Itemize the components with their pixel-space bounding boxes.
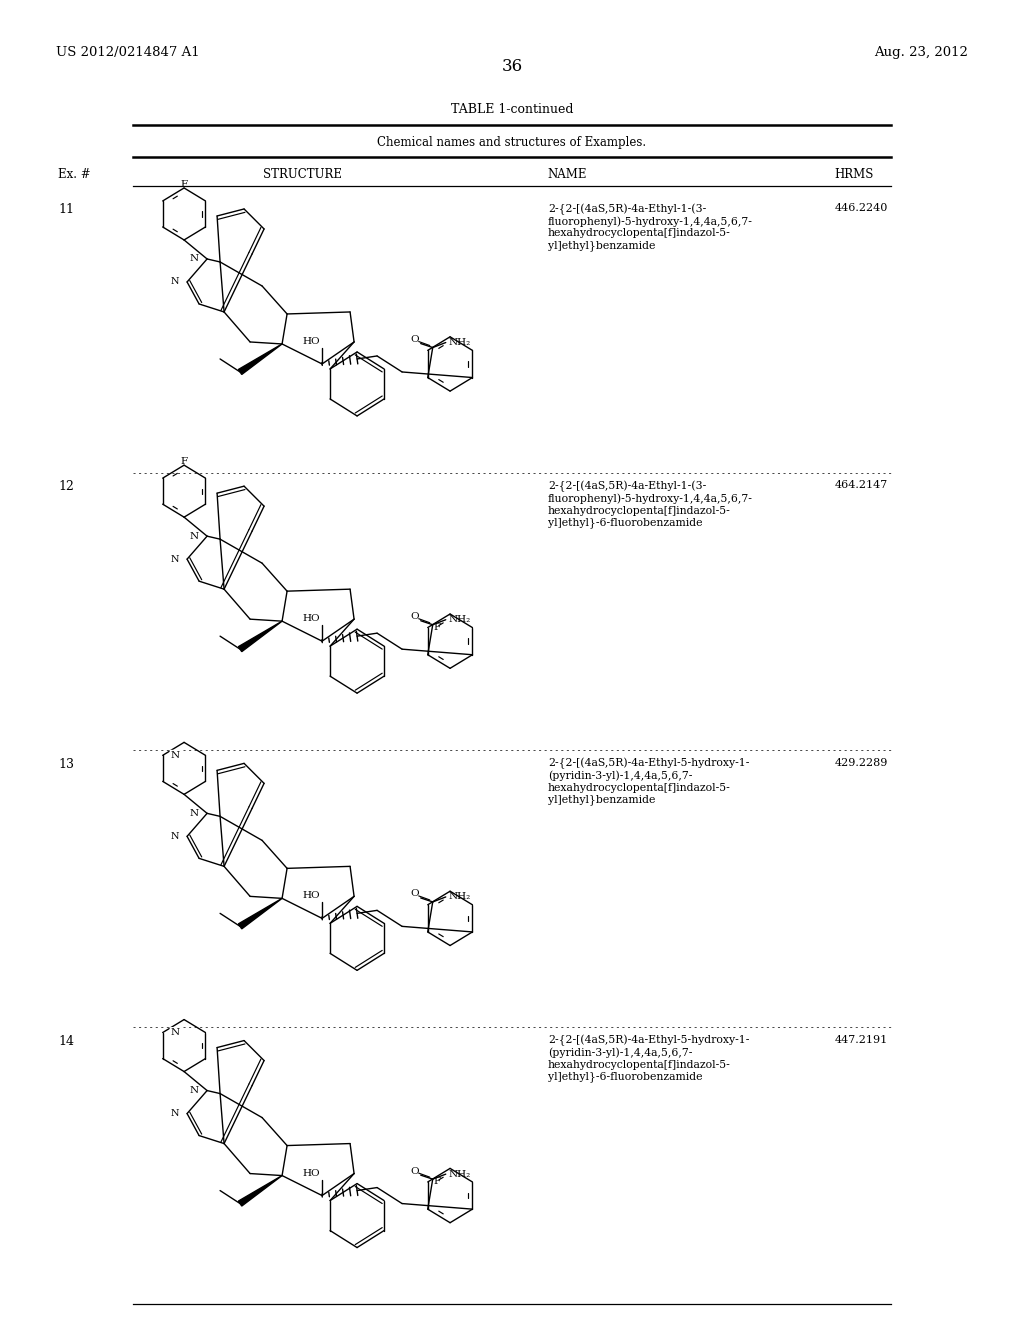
Text: O: O — [411, 612, 419, 622]
Text: 2-{2-[(4aS,5R)-4a-Ethyl-5-hydroxy-1-
(pyridin-3-yl)-1,4,4a,5,6,7-
hexahydrocyclo: 2-{2-[(4aS,5R)-4a-Ethyl-5-hydroxy-1- (py… — [548, 1035, 750, 1082]
Text: N: N — [190, 255, 199, 264]
Text: Ex. #: Ex. # — [58, 168, 91, 181]
Text: TABLE 1-continued: TABLE 1-continued — [451, 103, 573, 116]
Text: N: N — [171, 1109, 179, 1118]
Text: F: F — [180, 457, 187, 466]
Text: HRMS: HRMS — [835, 168, 873, 181]
Text: O: O — [411, 890, 419, 899]
Text: 13: 13 — [58, 758, 75, 771]
Text: NH₂: NH₂ — [449, 615, 471, 624]
Text: 446.2240: 446.2240 — [835, 203, 888, 214]
Text: 14: 14 — [58, 1035, 75, 1048]
Text: O: O — [411, 1167, 419, 1176]
Text: N: N — [171, 277, 179, 286]
Text: 447.2191: 447.2191 — [835, 1035, 888, 1045]
Text: 11: 11 — [58, 203, 75, 216]
Text: Aug. 23, 2012: Aug. 23, 2012 — [873, 46, 968, 59]
Text: N: N — [190, 809, 199, 818]
Text: HO: HO — [302, 337, 321, 346]
Text: HO: HO — [302, 1168, 321, 1177]
Text: O: O — [411, 335, 419, 345]
Text: NAME: NAME — [548, 168, 588, 181]
Text: NH₂: NH₂ — [449, 1170, 471, 1179]
Text: N: N — [171, 554, 179, 564]
Text: HO: HO — [302, 614, 321, 623]
Text: F: F — [180, 180, 187, 189]
Text: N: N — [190, 532, 199, 541]
Polygon shape — [239, 345, 282, 375]
Text: STRUCTURE: STRUCTURE — [262, 168, 342, 181]
Text: 429.2289: 429.2289 — [835, 758, 888, 768]
Text: 2-{2-[(4aS,5R)-4a-Ethyl-1-(3-
fluorophenyl)-5-hydroxy-1,4,4a,5,6,7-
hexahydrocyc: 2-{2-[(4aS,5R)-4a-Ethyl-1-(3- fluorophen… — [548, 203, 753, 251]
Text: N: N — [171, 1028, 180, 1038]
Text: N: N — [171, 751, 180, 760]
Text: 2-{2-[(4aS,5R)-4a-Ethyl-5-hydroxy-1-
(pyridin-3-yl)-1,4,4a,5,6,7-
hexahydrocyclo: 2-{2-[(4aS,5R)-4a-Ethyl-5-hydroxy-1- (py… — [548, 758, 750, 805]
Text: Chemical names and structures of Examples.: Chemical names and structures of Example… — [378, 136, 646, 149]
Polygon shape — [239, 1176, 282, 1206]
Text: 12: 12 — [58, 480, 75, 494]
Text: HO: HO — [302, 891, 321, 900]
Text: N: N — [171, 832, 179, 841]
Text: 464.2147: 464.2147 — [835, 480, 888, 491]
Text: 2-{2-[(4aS,5R)-4a-Ethyl-1-(3-
fluorophenyl)-5-hydroxy-1,4,4a,5,6,7-
hexahydrocyc: 2-{2-[(4aS,5R)-4a-Ethyl-1-(3- fluorophen… — [548, 480, 753, 528]
Text: F: F — [434, 1177, 441, 1187]
Text: US 2012/0214847 A1: US 2012/0214847 A1 — [56, 46, 200, 59]
Text: N: N — [190, 1086, 199, 1096]
Text: NH₂: NH₂ — [449, 338, 471, 347]
Polygon shape — [239, 899, 282, 929]
Polygon shape — [239, 622, 282, 652]
Text: NH₂: NH₂ — [449, 892, 471, 902]
Text: 36: 36 — [502, 58, 522, 75]
Text: F: F — [434, 623, 441, 632]
